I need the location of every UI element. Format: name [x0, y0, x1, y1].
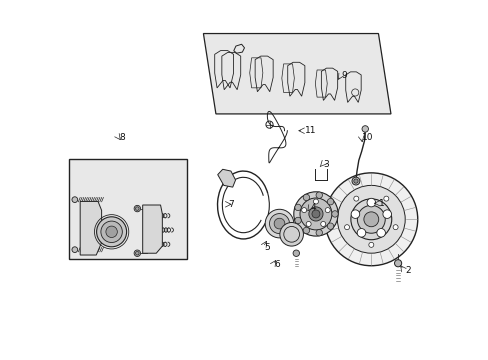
Circle shape	[331, 211, 338, 217]
Circle shape	[313, 199, 318, 204]
Circle shape	[382, 210, 391, 219]
Text: 10: 10	[362, 132, 373, 141]
Circle shape	[301, 208, 306, 213]
Circle shape	[357, 205, 385, 233]
Text: 3: 3	[323, 160, 328, 169]
Circle shape	[324, 173, 417, 266]
Circle shape	[311, 210, 319, 218]
Circle shape	[383, 196, 388, 201]
Text: 4: 4	[310, 203, 316, 212]
Circle shape	[97, 217, 126, 247]
Circle shape	[303, 227, 309, 234]
Circle shape	[392, 225, 397, 230]
Circle shape	[356, 229, 365, 237]
Circle shape	[305, 221, 310, 226]
Circle shape	[264, 209, 293, 238]
Circle shape	[303, 194, 309, 201]
Circle shape	[337, 185, 405, 253]
FancyBboxPatch shape	[69, 158, 187, 258]
Text: 11: 11	[304, 126, 315, 135]
Circle shape	[326, 198, 333, 205]
Circle shape	[326, 223, 333, 229]
Circle shape	[72, 197, 78, 203]
Text: 2: 2	[404, 266, 410, 275]
Circle shape	[134, 205, 140, 212]
Circle shape	[274, 218, 285, 229]
Circle shape	[72, 247, 78, 252]
Circle shape	[293, 192, 337, 236]
Circle shape	[363, 212, 378, 227]
Circle shape	[308, 207, 323, 221]
Circle shape	[315, 192, 322, 198]
Circle shape	[101, 221, 122, 243]
Circle shape	[361, 126, 367, 132]
Circle shape	[279, 222, 303, 246]
Circle shape	[320, 221, 325, 226]
Circle shape	[350, 199, 391, 240]
Circle shape	[394, 260, 401, 267]
Polygon shape	[217, 169, 235, 187]
Circle shape	[299, 198, 331, 230]
Circle shape	[135, 207, 139, 210]
Circle shape	[376, 229, 385, 237]
Circle shape	[344, 225, 349, 230]
Polygon shape	[142, 205, 162, 253]
Circle shape	[269, 213, 289, 234]
Text: 8: 8	[119, 132, 125, 141]
Circle shape	[106, 226, 117, 238]
Circle shape	[368, 242, 373, 247]
Polygon shape	[80, 202, 102, 255]
Circle shape	[294, 217, 301, 224]
Circle shape	[325, 208, 329, 213]
Text: 9: 9	[341, 71, 346, 80]
Circle shape	[366, 198, 375, 207]
Text: 6: 6	[274, 260, 279, 269]
Text: 5: 5	[264, 243, 269, 252]
Circle shape	[350, 210, 359, 219]
Circle shape	[292, 250, 299, 256]
Circle shape	[353, 196, 358, 201]
Circle shape	[135, 251, 139, 255]
Text: 7: 7	[227, 200, 233, 209]
Circle shape	[294, 204, 301, 211]
Circle shape	[134, 250, 140, 256]
Text: 1: 1	[378, 199, 384, 208]
Circle shape	[353, 179, 357, 183]
Circle shape	[351, 177, 359, 185]
Circle shape	[315, 229, 322, 236]
Polygon shape	[203, 33, 390, 114]
